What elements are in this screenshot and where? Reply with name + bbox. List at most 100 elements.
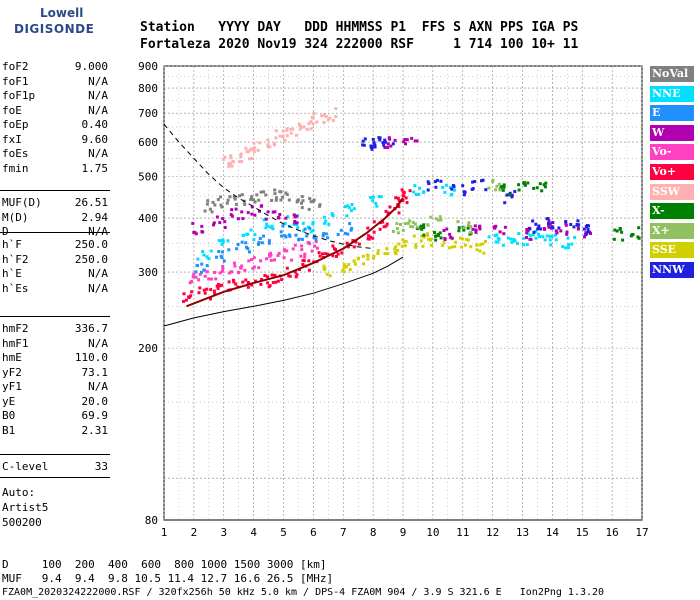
data-point <box>221 264 225 268</box>
footer-file-row: FZA0M_2020324222000.RSF / 320fx256h 50 k… <box>2 587 605 598</box>
data-point <box>372 230 376 234</box>
data-point <box>265 222 268 226</box>
data-point <box>309 200 313 204</box>
data-point <box>312 112 316 115</box>
data-point <box>525 231 529 235</box>
data-point <box>309 230 313 234</box>
data-point <box>233 264 237 268</box>
data-point <box>281 129 285 133</box>
data-point <box>291 247 295 251</box>
data-point <box>436 233 440 236</box>
data-point <box>443 238 447 241</box>
data-point <box>385 247 389 251</box>
data-point <box>278 134 282 138</box>
data-point <box>509 237 513 241</box>
data-point <box>350 226 354 230</box>
data-point <box>449 235 453 239</box>
data-point <box>334 107 338 111</box>
data-point <box>210 277 213 281</box>
data-point <box>257 242 260 246</box>
data-point <box>463 243 467 247</box>
data-point <box>300 244 304 248</box>
data-point <box>285 249 289 253</box>
data-point <box>206 199 210 203</box>
legend-item: X- <box>650 203 694 220</box>
data-point <box>285 266 289 270</box>
data-point <box>270 273 274 277</box>
data-point <box>268 145 272 149</box>
data-point <box>427 182 431 186</box>
data-point <box>531 233 535 237</box>
data-point <box>346 245 350 249</box>
data-point <box>230 270 234 274</box>
param-name: foE <box>2 103 22 117</box>
legend-item: SSW <box>650 183 694 200</box>
data-point <box>570 242 574 246</box>
data-point <box>257 266 261 270</box>
data-point <box>223 220 227 224</box>
data-point <box>336 233 340 236</box>
data-point <box>442 229 446 232</box>
param-name: B0 <box>2 409 16 422</box>
data-point <box>307 207 311 211</box>
data-point <box>350 203 354 206</box>
data-point <box>545 234 549 238</box>
data-point <box>250 212 254 216</box>
data-point <box>564 221 568 225</box>
data-point <box>362 143 366 147</box>
data-point <box>266 145 270 149</box>
data-point <box>230 164 234 168</box>
data-point <box>429 237 433 241</box>
footer-muf-row: MUF 9.4 9.4 9.8 10.5 11.4 12.7 16.6 26.5… <box>2 572 334 585</box>
data-point <box>422 235 426 239</box>
param-name: hmF2 <box>2 322 29 335</box>
data-point <box>405 201 409 205</box>
data-point <box>369 144 373 148</box>
data-point <box>221 267 225 270</box>
data-point <box>325 272 329 276</box>
data-point <box>547 219 551 223</box>
data-point <box>637 236 641 240</box>
data-point <box>239 152 243 156</box>
data-point <box>517 232 521 236</box>
data-point <box>495 233 499 237</box>
data-point <box>280 278 284 282</box>
data-point <box>539 227 543 231</box>
param-value: 20.0 <box>81 394 109 408</box>
data-point <box>426 234 430 238</box>
data-point <box>308 197 312 201</box>
data-point <box>339 228 343 232</box>
data-point <box>501 243 505 247</box>
y-tick-label: 300 <box>138 266 158 279</box>
param-name: hmE <box>2 351 22 364</box>
param-name: h`Es <box>2 281 29 295</box>
data-point <box>554 229 558 233</box>
data-point <box>201 230 205 234</box>
data-point <box>538 182 542 186</box>
data-point <box>487 235 491 239</box>
data-point <box>381 220 385 224</box>
data-point <box>410 136 414 140</box>
data-point <box>217 250 221 253</box>
data-point <box>469 245 473 249</box>
data-point <box>194 232 198 236</box>
data-point <box>227 164 231 168</box>
param-name: foF1p <box>2 89 36 102</box>
data-point <box>245 149 249 153</box>
data-point <box>301 221 305 225</box>
data-point <box>537 232 540 236</box>
data-point <box>434 217 438 221</box>
data-point <box>240 193 244 197</box>
data-point <box>292 213 296 217</box>
data-point <box>258 209 261 213</box>
param-row: hmE 110.0 <box>2 351 108 365</box>
data-point <box>257 198 261 202</box>
data-point <box>612 237 616 241</box>
data-point <box>194 270 198 274</box>
data-point <box>219 203 223 207</box>
data-point <box>481 178 485 182</box>
data-point <box>241 280 245 284</box>
data-point <box>216 198 220 201</box>
param-value: N/A <box>88 281 108 295</box>
data-point <box>279 230 283 234</box>
